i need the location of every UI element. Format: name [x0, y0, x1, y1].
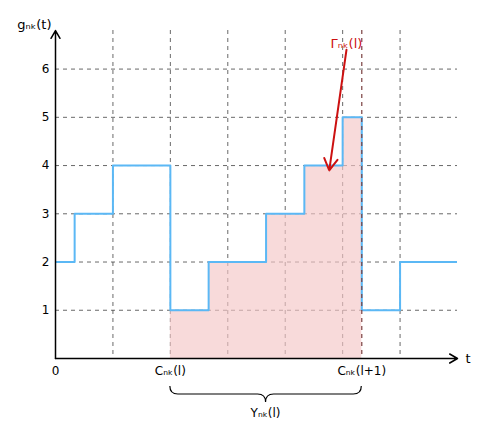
svg-text:3: 3	[42, 207, 50, 221]
svg-text:6: 6	[42, 62, 50, 76]
svg-text:Γₙₖ(l): Γₙₖ(l)	[331, 36, 363, 51]
svg-text:gₙₖ(t): gₙₖ(t)	[17, 17, 51, 32]
svg-text:0: 0	[52, 364, 60, 378]
svg-text:4: 4	[42, 158, 50, 172]
svg-text:t: t	[466, 351, 471, 366]
svg-text:Cₙₖ(l): Cₙₖ(l)	[155, 364, 186, 378]
svg-text:Yₙₖ(l): Yₙₖ(l)	[250, 406, 281, 420]
svg-text:5: 5	[42, 110, 50, 124]
svg-text:2: 2	[42, 255, 50, 269]
svg-text:1: 1	[42, 303, 50, 317]
svg-text:Cₙₖ(l+1): Cₙₖ(l+1)	[337, 364, 386, 378]
